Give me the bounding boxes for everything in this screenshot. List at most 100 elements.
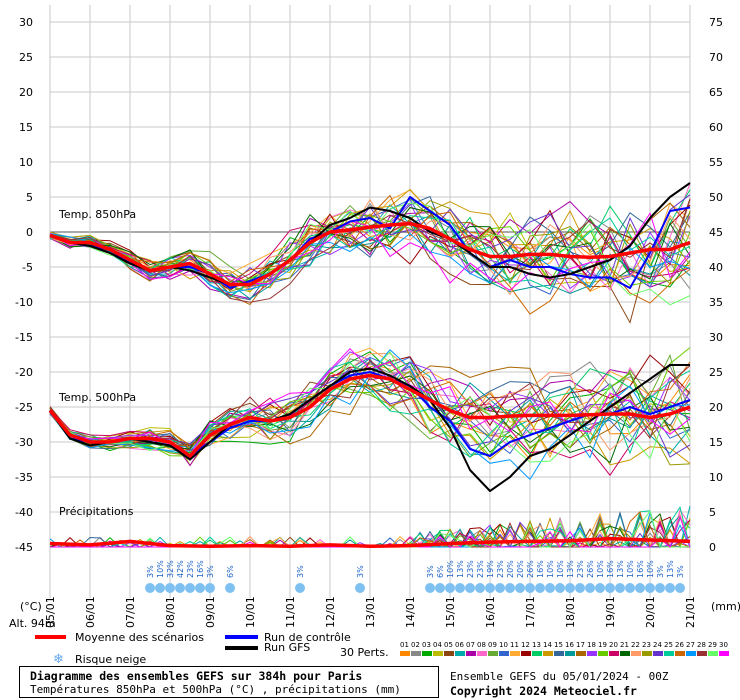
perturbation-id: 28	[697, 641, 706, 649]
snow-risk-label: 10%	[626, 560, 635, 578]
snowflake-icon	[475, 583, 485, 593]
perturbation-swatch	[422, 651, 432, 656]
legend: Moyenne des scénarios Run de contrôle Ru…	[35, 631, 729, 667]
y-tick-left: 0	[26, 226, 33, 239]
snow-risk-label: 20%	[516, 560, 525, 578]
y-tick-left: -35	[15, 471, 33, 484]
y-tick-left: -30	[15, 436, 33, 449]
perturbation-swatch	[587, 651, 597, 656]
snow-risk-label: 13%	[666, 560, 675, 578]
perturbation-id: 08	[477, 641, 486, 649]
perturbation-id: 23	[642, 641, 651, 649]
snow-risk-label: 3%	[426, 565, 435, 578]
snowflake-icon	[505, 583, 515, 593]
snow-risk-label: 3%	[296, 565, 305, 578]
perturbation-line	[49, 215, 691, 299]
panel-label-precip: Précipitations	[59, 505, 134, 518]
perturbation-swatch	[719, 651, 729, 656]
y-tick-left: 15	[19, 121, 33, 134]
x-tick-date: 12/01	[324, 596, 337, 628]
run-info: Ensemble GEFS du 05/01/2024 - 00Z	[450, 670, 669, 683]
snow-risk-label: 32%	[166, 560, 175, 578]
perturbation-line	[49, 361, 691, 448]
legend-control-label: Run de contrôle	[264, 631, 351, 644]
snow-risk-label: 3%	[146, 565, 155, 578]
perturbation-swatch	[466, 651, 476, 656]
snowflake-icon	[575, 583, 585, 593]
perturbation-swatch	[620, 651, 630, 656]
snow-risk-label: 23%	[476, 560, 485, 578]
perturbation-legend: 01 02 03 04 05 06 07 08 09 10 11 12 13 14 15 16 17 18 19 20…	[400, 641, 729, 656]
snow-risk-label: 26%	[586, 560, 595, 578]
copyright: Copyright 2024 Meteociel.fr	[450, 684, 637, 698]
snowflake-icon	[595, 583, 605, 593]
perturbation-id: 21	[620, 641, 629, 649]
perturbation-id: 06	[455, 641, 464, 649]
snowflake-icon	[535, 583, 545, 593]
series-line	[48, 373, 691, 458]
perturbation-swatch	[521, 651, 531, 656]
legend-mean-label: Moyenne des scénarios	[75, 631, 204, 644]
y-tick-right: 40	[709, 261, 723, 274]
snowflake-icon	[645, 583, 655, 593]
snow-risk-label: 10%	[646, 560, 655, 578]
y-tick-right: 60	[709, 121, 723, 134]
perturbation-swatch	[510, 651, 520, 656]
x-tick-date: 05/01	[44, 596, 57, 628]
snowflake-icon	[585, 583, 595, 593]
x-tick-date: 06/01	[84, 596, 97, 628]
perturbation-id: 20	[609, 641, 618, 649]
x-tick-date: 18/01	[564, 596, 577, 628]
perturbation-swatch	[675, 651, 685, 656]
snow-risk-label: 26%	[526, 560, 535, 578]
y-axis-left-labels: 30 25 20 15 10 5 0 -5 -10 -15 -20 -25 -30 -35 -40 -45	[15, 16, 33, 554]
perturbation-id: 11	[510, 641, 519, 649]
perturbation-swatch	[433, 651, 443, 656]
perturbation-swatch	[499, 651, 509, 656]
y-tick-left: 5	[26, 191, 33, 204]
perturbation-id: 10	[499, 641, 508, 649]
snow-risk-label: 10%	[156, 560, 165, 578]
snowflake-icon	[635, 583, 645, 593]
perturbation-swatch	[554, 651, 564, 656]
perturbation-id: 24	[653, 641, 662, 649]
x-tick-date: 16/01	[484, 596, 497, 628]
y-tick-left: -10	[15, 296, 33, 309]
y-tick-right: 5	[709, 506, 716, 519]
x-tick-date: 20/01	[644, 596, 657, 628]
snow-risk-label: 10%	[546, 560, 555, 578]
snowflake-icon	[675, 583, 685, 593]
perturbation-swatch	[653, 651, 663, 656]
x-tick-date: 14/01	[404, 596, 417, 628]
perturbation-swatch	[598, 651, 608, 656]
perturbation-id: 14	[543, 641, 552, 649]
series-line	[49, 221, 691, 287]
legend-gfs-label: Run GFS	[264, 641, 310, 654]
snowflake-icon	[515, 583, 525, 593]
snow-risk-label: 42%	[176, 560, 185, 578]
snowflake-icon	[465, 583, 475, 593]
x-tick-date: 09/01	[204, 596, 217, 628]
snow-risk-label: 3%	[656, 565, 665, 578]
perturbation-id: 01	[400, 641, 409, 649]
y-axis-right-unit: (mm)	[711, 600, 740, 613]
y-tick-left: -5	[22, 261, 33, 274]
perturbation-swatch	[532, 651, 542, 656]
panel-label-850: Temp. 850hPa	[58, 208, 136, 221]
snow-risk-label: 16%	[196, 560, 205, 578]
snow-risk-label: 16%	[636, 560, 645, 578]
x-tick-date: 21/01	[684, 596, 697, 628]
snow-risk-label: 13%	[566, 560, 575, 578]
y-tick-right: 15	[709, 436, 723, 449]
series-line	[49, 536, 691, 549]
snowflake-icon	[655, 583, 665, 593]
snowflake-icon	[485, 583, 495, 593]
snowflake-icon	[165, 583, 175, 593]
perturbation-swatch	[642, 651, 652, 656]
snow-risk-label: 23%	[466, 560, 475, 578]
y-tick-left: 10	[19, 156, 33, 169]
y-tick-right: 45	[709, 226, 723, 239]
perturbation-id: 07	[466, 641, 475, 649]
snow-risk-label: 3%	[356, 565, 365, 578]
snowflake-icon	[155, 583, 165, 593]
